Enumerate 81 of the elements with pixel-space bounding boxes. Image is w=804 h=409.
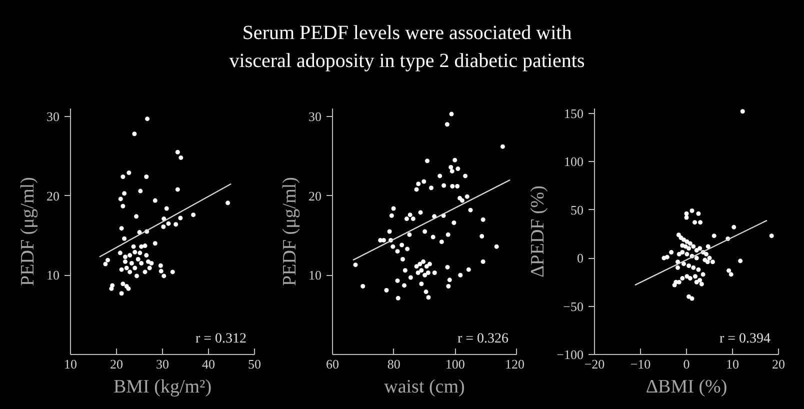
y-tick-label: 20	[46, 188, 60, 204]
point	[688, 241, 692, 246]
x-axis-title: BMI (kg/m²)	[113, 376, 212, 398]
point	[710, 260, 715, 264]
annotation: r = 0.312	[195, 332, 247, 346]
point	[696, 267, 701, 272]
x-tick-label: 120	[505, 356, 524, 372]
point	[738, 258, 743, 264]
point	[694, 256, 699, 260]
point	[702, 258, 708, 262]
x-tick-label: 10	[64, 356, 77, 372]
y-tick-label: 50	[570, 202, 584, 218]
point	[696, 211, 701, 216]
y-tick-label: 10	[308, 268, 322, 283]
text: Serum PEDF levels were associated with visceral adoposity in type 2 diabetic patients	[229, 21, 585, 74]
point	[698, 278, 702, 282]
point	[706, 244, 710, 249]
point	[684, 215, 689, 220]
point	[694, 248, 699, 253]
annotation: r = 0.394	[719, 332, 771, 346]
point	[686, 264, 692, 268]
point	[680, 276, 685, 281]
y-tick-label: 30	[46, 108, 60, 124]
y-tick-label: 150	[564, 106, 584, 121]
y-axis-title: PEDF (μg/ml)	[18, 177, 38, 286]
point	[699, 282, 704, 286]
point	[691, 265, 696, 270]
point	[692, 220, 698, 225]
point	[684, 274, 690, 279]
point	[680, 250, 685, 254]
point	[684, 252, 690, 256]
annotation: r = 0.326	[457, 332, 509, 346]
y-tick-label: −50	[563, 298, 584, 314]
point	[686, 246, 692, 251]
point	[726, 268, 732, 273]
point	[732, 224, 736, 230]
point	[690, 208, 694, 214]
point	[676, 232, 681, 238]
y-axis-title: ΔPEDF (%)	[528, 186, 549, 278]
point	[698, 220, 703, 225]
y-tick-label: 20	[308, 188, 322, 204]
x-tick-label: 80	[387, 356, 400, 372]
x-axis-title: waist (cm)	[384, 376, 465, 398]
point	[707, 256, 712, 260]
y-axis-title: PEDF (μg/ml)	[280, 177, 300, 286]
point	[676, 252, 682, 256]
x-tick-label: 20	[772, 356, 785, 372]
x-tick-label: −10	[630, 356, 651, 372]
y-tick-label: 30	[308, 108, 322, 124]
point	[691, 244, 696, 249]
x-tick-label: 100	[445, 356, 465, 372]
point	[692, 274, 698, 279]
point	[769, 234, 774, 238]
point	[740, 109, 745, 114]
x-tick-label: 0	[683, 356, 690, 372]
y-tick-label: 0	[577, 250, 584, 266]
x-tick-label: 50	[248, 356, 261, 372]
point	[669, 250, 674, 254]
x-tick-label: 10	[726, 356, 739, 372]
y-tick-label: 10	[46, 268, 60, 283]
point	[676, 265, 680, 270]
point	[694, 280, 699, 284]
point	[712, 234, 716, 238]
point	[681, 237, 686, 242]
point	[681, 262, 686, 266]
x-tick-label: 60	[326, 356, 339, 372]
point	[700, 272, 706, 277]
x-tick-label: 20	[110, 356, 123, 372]
x-tick-label: 30	[156, 356, 169, 372]
x-tick-label: −20	[584, 356, 605, 372]
point	[664, 254, 670, 260]
point	[698, 246, 702, 251]
y-tick-label: 100	[564, 154, 584, 170]
x-axis-title: ΔBMI (%)	[646, 376, 728, 398]
point	[686, 294, 692, 299]
point	[688, 276, 692, 281]
point	[690, 296, 694, 301]
y-tick-label: −100	[556, 347, 584, 362]
x-tick-label: 40	[202, 356, 215, 372]
point	[704, 252, 709, 256]
point	[728, 272, 734, 277]
